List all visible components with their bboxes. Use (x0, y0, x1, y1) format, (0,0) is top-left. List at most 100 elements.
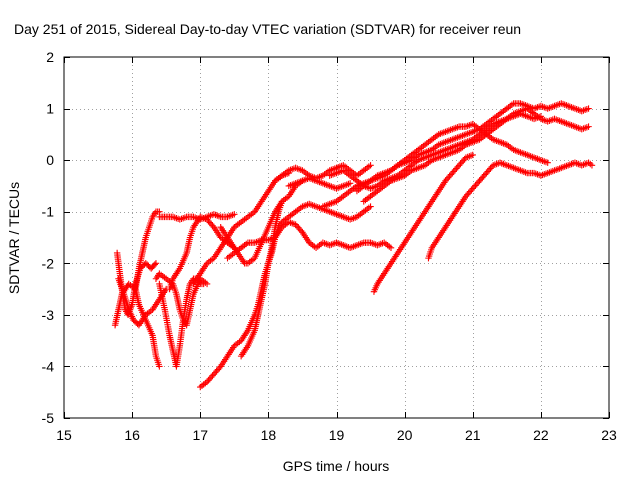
data-point (206, 219, 213, 226)
data-point (468, 186, 475, 194)
x-tick-label: 17 (192, 427, 208, 443)
x-axis-title: GPS time / hours (283, 458, 390, 474)
ticks: 15 16 17 18 19 20 21 22 23 -5 -4 -3 -2 -1 0 1 2 (42, 49, 617, 443)
data-point (210, 370, 218, 378)
data-point (477, 176, 485, 183)
data-point (480, 172, 487, 180)
data-point (479, 174, 486, 181)
data-point (544, 159, 551, 166)
x-tick-label: 22 (533, 427, 549, 443)
data-point (205, 217, 212, 225)
data-point (293, 222, 301, 230)
data-point (475, 179, 482, 186)
series-track-3 (115, 275, 170, 329)
series-track-2 (111, 280, 163, 370)
x-tick-label: 15 (56, 427, 72, 443)
series-track-10 (333, 239, 395, 252)
y-axis-title: SDTVAR / TECUs (6, 182, 22, 294)
data-point (457, 160, 464, 167)
data-point (443, 176, 451, 183)
data-point (462, 193, 470, 200)
data-point (216, 364, 223, 372)
data-point (156, 363, 163, 370)
chart-title: Day 251 of 2015, Sidereal Day-to-day VTE… (14, 21, 521, 37)
plot-frame (63, 56, 610, 419)
data-point (446, 172, 453, 180)
y-tick-label: -4 (42, 358, 55, 374)
series-track-17 (285, 174, 354, 192)
data-point (206, 375, 213, 383)
data-point (445, 174, 452, 181)
x-tick-label: 21 (465, 427, 481, 443)
data-point (387, 244, 395, 252)
data-point (454, 163, 461, 171)
data-point (465, 189, 472, 197)
y-tick-label: -5 (42, 410, 55, 426)
data-point (483, 169, 490, 177)
data-point (469, 185, 476, 192)
x-tick-label: 16 (124, 427, 140, 443)
data-point (447, 171, 455, 178)
data-point (464, 191, 471, 198)
series-track-22 (370, 151, 476, 295)
data-point (451, 166, 459, 174)
data-point (585, 123, 592, 130)
x-tick-label: 19 (329, 427, 345, 443)
y-tick-label: -3 (42, 307, 55, 323)
x-tick-label: 20 (397, 427, 413, 443)
data-point (207, 374, 215, 381)
data-point (460, 157, 467, 164)
data-point (295, 224, 302, 231)
data-point (455, 162, 463, 169)
data-point (476, 177, 483, 184)
data-point (213, 367, 220, 375)
series-track-15 (278, 200, 374, 226)
data-point (588, 162, 596, 169)
data-point (346, 180, 354, 187)
data-point (537, 113, 545, 120)
data-point (152, 260, 160, 267)
series-track-21 (326, 110, 545, 192)
data-point (292, 221, 299, 228)
data-point (450, 168, 457, 175)
data-point (466, 188, 474, 195)
data-point (453, 165, 460, 172)
x-tick-label: 18 (261, 427, 277, 443)
series-track-8 (166, 213, 238, 293)
data-point (151, 261, 158, 268)
data-point (231, 211, 238, 218)
data-point (297, 227, 305, 234)
series-track-5 (156, 211, 238, 223)
y-tick-label: 1 (46, 101, 54, 117)
data-point (585, 105, 592, 112)
data-point (449, 169, 456, 177)
data-point (487, 165, 494, 172)
series-track-20 (360, 105, 592, 205)
series-track-19 (353, 100, 592, 195)
data-point (203, 216, 211, 223)
data-point (367, 162, 374, 169)
series-track-16 (271, 162, 374, 184)
data-point (212, 369, 219, 376)
series-track-23 (425, 159, 596, 262)
data-point (473, 180, 481, 188)
data-point (209, 222, 216, 229)
data-point (205, 377, 212, 384)
data-point (203, 280, 211, 288)
data-point (367, 203, 374, 210)
y-tick-label: 0 (46, 152, 54, 168)
data-point (484, 168, 491, 175)
data-point (203, 378, 211, 386)
x-tick-label: 23 (601, 427, 617, 443)
data-point (470, 183, 478, 191)
series-track-14 (237, 198, 286, 360)
y-tick-label: -2 (42, 255, 55, 271)
y-tick-label: 2 (46, 49, 54, 65)
data-point (209, 372, 216, 379)
data-point (214, 366, 222, 373)
data-marks (111, 100, 596, 391)
data-point (278, 198, 286, 205)
data-point (207, 220, 215, 228)
data-point (472, 182, 479, 189)
